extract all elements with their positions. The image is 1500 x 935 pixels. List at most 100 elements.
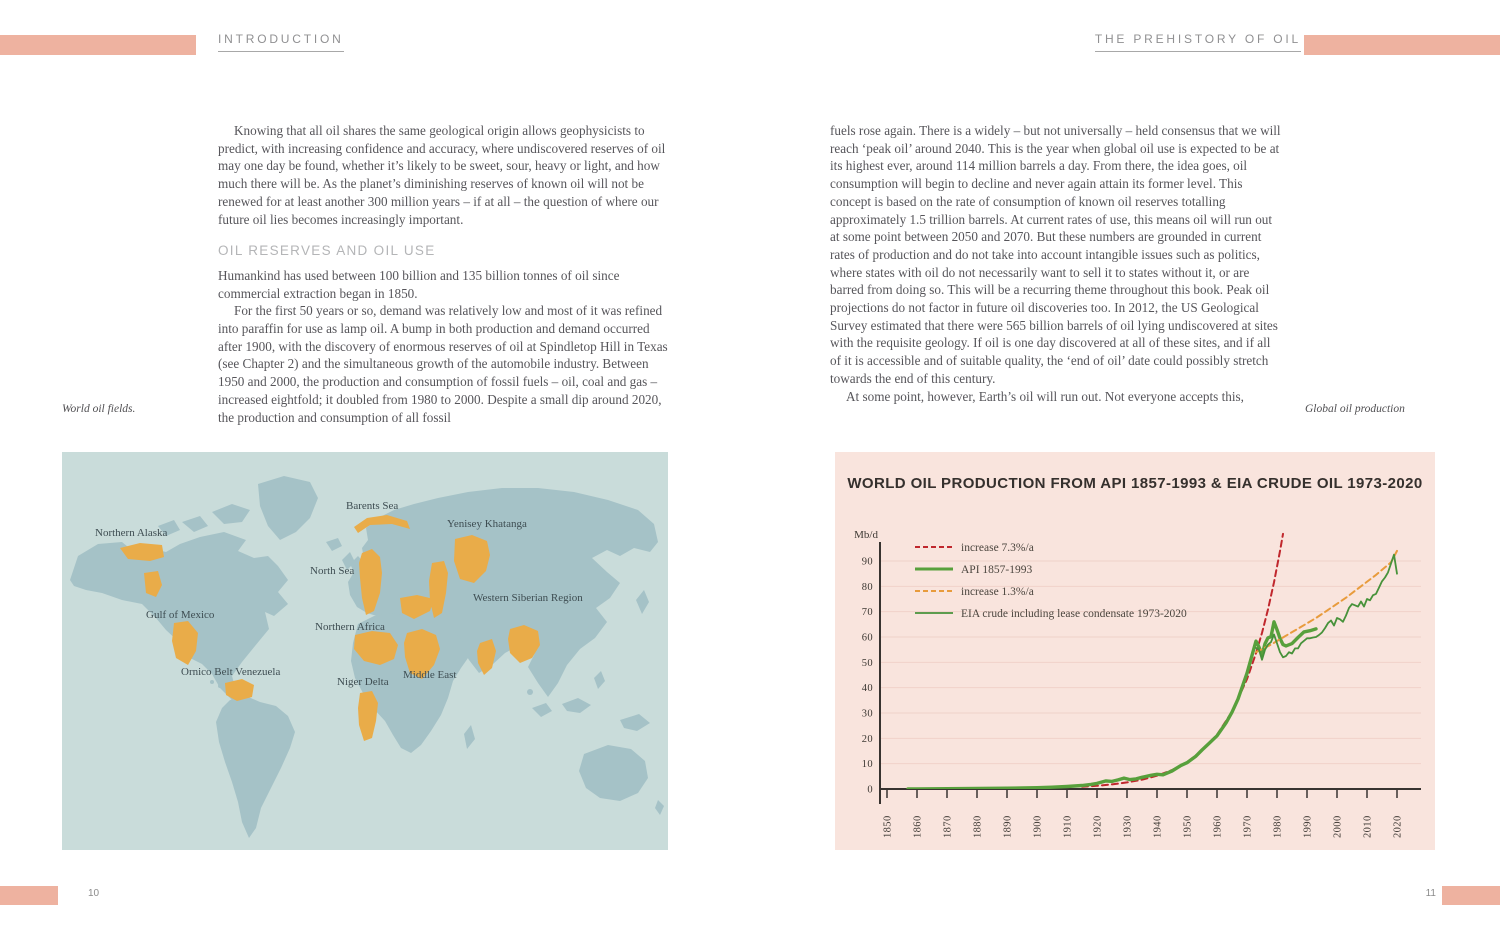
header-accent-bar-right [1304,35,1500,55]
figure-caption-left: World oil fields. [62,403,136,415]
island-new-guinea [620,714,650,731]
page-number-left: 10 [88,888,100,899]
oilfield-barents-sea [354,515,410,533]
oilfield-niger-delta [358,691,378,741]
header-accent-bar-left [0,35,196,55]
map-region-label: Western Siberian Region [473,592,583,604]
map-region-label: Barents Sea [346,500,398,512]
body-paragraph: At some point, however, Earth’s oil will… [846,388,1244,404]
oilfield-north-sea [359,549,382,615]
right-page-text: fuels rose again. There is a widely – bu… [830,122,1282,405]
figure-caption-right: Global oil production [1305,403,1405,415]
oilfield-volga-caspian [400,595,434,619]
island-new-zealand [655,800,664,815]
running-head-left-label: INTRODUCTION [218,32,344,52]
svg-text:40: 40 [862,683,873,694]
svg-text:1870: 1870 [943,815,954,838]
legend-label: increase 1.3%/a [961,586,1034,598]
map-region-label: Northern Alaska [95,527,168,539]
continent-greenland [258,476,318,540]
continent-australia [579,745,648,801]
svg-text:20: 20 [862,734,873,745]
section-paragraph: Humankind has used between 100 billion a… [218,267,620,301]
svg-text:1850: 1850 [883,815,894,838]
svg-text:1910: 1910 [1063,815,1074,838]
chart-svg: WORLD OIL PRODUCTION FROM API 1857-1993 … [847,475,1422,838]
island-indonesia [532,703,552,717]
map-region-label: Yenisey Khatanga [447,518,527,530]
svg-text:1950: 1950 [1183,815,1194,838]
left-page-text: Knowing that all oil shares the same geo… [218,122,676,426]
island-sri-lanka [527,689,533,695]
map-region-label: Gulf of Mexico [146,609,215,621]
svg-text:1960: 1960 [1213,815,1224,838]
map-region-label: Ornico Belt Venezuela [181,666,280,678]
map-svg: Northern Alaska Barents Sea Yenisey Khatan… [70,476,664,838]
oil-field-patches [120,515,540,741]
y-axis-unit: Mb/d [854,529,878,541]
oil-production-chart: WORLD OIL PRODUCTION FROM API 1857-1993 … [835,452,1435,850]
svg-text:1990: 1990 [1303,815,1314,838]
y-axis-labels: 0 10 20 30 40 50 60 70 80 90 [862,557,873,796]
oilfield-china-east [508,625,540,663]
chart-title: WORLD OIL PRODUCTION FROM API 1857-1993 … [847,475,1422,492]
svg-text:80: 80 [862,582,873,593]
footer-accent-bar-right [1442,886,1500,905]
oilfield-northern-africa [354,631,398,665]
svg-text:90: 90 [862,557,873,568]
svg-text:2020: 2020 [1393,815,1404,838]
series-line [1255,553,1398,661]
svg-text:0: 0 [867,785,873,796]
legend-label: API 1857-1993 [961,564,1032,576]
series-line [1255,549,1398,654]
continent-north-america [70,532,288,708]
body-paragraph: fuels rose again. There is a widely – bu… [830,123,1281,386]
map-region-label: Niger Delta [337,676,389,688]
island-caribbean [218,684,222,688]
chart-series [906,532,1398,789]
map-region-label: Northern Africa [315,621,385,633]
svg-text:70: 70 [862,607,873,618]
arctic-island [158,520,180,536]
island-madagascar [464,725,475,749]
svg-text:2010: 2010 [1363,815,1374,838]
continent-eurasia [348,488,658,697]
oilfield-yenisey-khatanga [454,535,490,583]
svg-text:1970: 1970 [1243,815,1254,838]
section-paragraph: For the first 50 years or so, demand was… [218,303,668,425]
svg-text:1860: 1860 [913,815,924,838]
island-caribbean [210,680,214,684]
page-number-right: 11 [1425,888,1436,899]
oilfield-west-siberia [429,561,448,618]
running-head-right: THE PREHISTORY OF OIL [1094,32,1301,52]
continent-south-america [216,696,295,838]
oilfield-alberta [144,571,162,597]
svg-text:1920: 1920 [1093,815,1104,838]
series-line [1081,532,1284,788]
arctic-island [212,504,250,524]
arctic-island [182,516,208,532]
x-axis-ticks: 1850 1860 1870 1880 1890 1900 1910 1920 1930 1940… [883,789,1404,838]
svg-text:1880: 1880 [973,815,984,838]
oilfield-northern-alaska [120,543,164,561]
map-region-label: Middle East [403,669,456,681]
chart-legend: increase 7.3%/a API 1857-1993 increase 1.3… [915,542,1187,620]
svg-text:2000: 2000 [1333,815,1344,838]
running-head-right-label: THE PREHISTORY OF OIL [1094,32,1301,52]
section-heading: OIL RESERVES AND OIL USE [218,243,436,259]
svg-text:10: 10 [862,759,873,770]
island-uk [342,552,355,570]
legend-label: EIA crude including lease condensate 197… [961,608,1187,620]
legend-label: increase 7.3%/a [961,542,1034,554]
intro-paragraph: Knowing that all oil shares the same geo… [218,123,666,227]
island-borneo [562,698,591,713]
oilfield-middle-east [404,629,440,679]
oilfield-venezuela [225,679,254,701]
svg-text:1900: 1900 [1033,815,1044,838]
island-japan [636,590,649,614]
series-line [906,620,1318,789]
map-region-label: North Sea [310,565,354,577]
svg-text:1940: 1940 [1153,815,1164,838]
footer-accent-bar-left [0,886,58,905]
